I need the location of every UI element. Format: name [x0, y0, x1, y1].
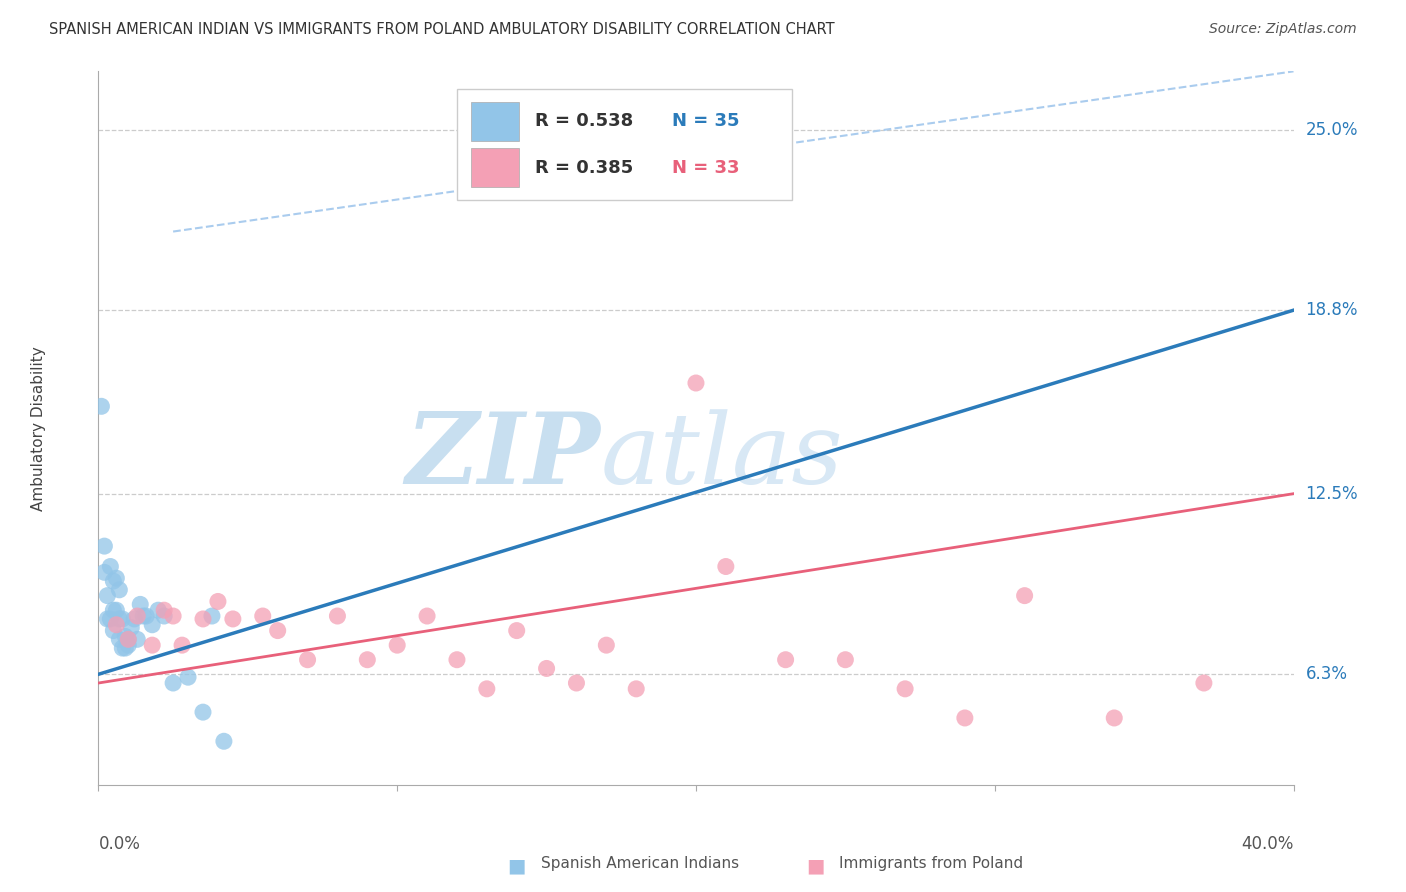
Point	[267, 624, 290, 638]
Text: ■: ■	[806, 856, 825, 875]
Point	[141, 638, 163, 652]
Text: 18.8%: 18.8%	[1306, 301, 1358, 319]
Point	[127, 609, 149, 624]
Text: R = 0.385: R = 0.385	[534, 159, 633, 177]
Point	[953, 711, 976, 725]
Point	[1192, 676, 1215, 690]
Point	[894, 681, 917, 696]
Point	[120, 621, 142, 635]
Text: Source: ZipAtlas.com: Source: ZipAtlas.com	[1209, 22, 1357, 37]
Point	[93, 539, 115, 553]
Point	[153, 603, 176, 617]
Point	[90, 400, 112, 414]
Text: ■: ■	[508, 856, 526, 875]
Point	[626, 681, 648, 696]
Point	[153, 609, 176, 624]
Text: SPANISH AMERICAN INDIAN VS IMMIGRANTS FROM POLAND AMBULATORY DISABILITY CORRELAT: SPANISH AMERICAN INDIAN VS IMMIGRANTS FR…	[49, 22, 835, 37]
Point	[96, 589, 118, 603]
Point	[93, 566, 115, 580]
Point	[834, 653, 856, 667]
Text: R = 0.538: R = 0.538	[534, 112, 633, 130]
Point	[191, 612, 214, 626]
Point	[297, 653, 319, 667]
Point	[117, 638, 139, 652]
Point	[148, 603, 170, 617]
Point	[129, 598, 152, 612]
Point	[117, 632, 139, 647]
Text: Ambulatory Disability: Ambulatory Disability	[31, 346, 46, 510]
Text: Spanish American Indians: Spanish American Indians	[541, 856, 738, 871]
Text: 0.0%: 0.0%	[98, 835, 141, 853]
Point	[117, 632, 139, 647]
Text: N = 35: N = 35	[672, 112, 740, 130]
Point	[446, 653, 468, 667]
Text: 40.0%: 40.0%	[1241, 835, 1294, 853]
FancyBboxPatch shape	[471, 148, 519, 187]
Point	[162, 609, 184, 624]
Point	[108, 612, 131, 626]
FancyBboxPatch shape	[471, 102, 519, 141]
Text: atlas: atlas	[600, 409, 844, 504]
Point	[127, 632, 149, 647]
Point	[111, 612, 134, 626]
Point	[475, 681, 498, 696]
Point	[132, 609, 155, 624]
Point	[114, 629, 136, 643]
Point	[124, 612, 146, 626]
FancyBboxPatch shape	[457, 89, 792, 200]
Point	[385, 638, 409, 652]
Point	[111, 641, 134, 656]
Point	[326, 609, 349, 624]
Text: 6.3%: 6.3%	[1306, 665, 1347, 683]
Point	[108, 582, 131, 597]
Text: N = 33: N = 33	[672, 159, 740, 177]
Point	[506, 624, 529, 638]
Point	[103, 574, 125, 588]
Point	[172, 638, 194, 652]
Point	[98, 559, 122, 574]
Point	[1104, 711, 1126, 725]
Point	[105, 571, 128, 585]
Point	[536, 661, 558, 675]
Point	[114, 641, 136, 656]
Point	[416, 609, 439, 624]
Text: ZIP: ZIP	[405, 409, 600, 505]
Point	[222, 612, 245, 626]
Point	[685, 376, 707, 390]
Point	[141, 617, 163, 632]
Point	[356, 653, 378, 667]
Point	[105, 603, 128, 617]
Point	[201, 609, 224, 624]
Point	[775, 653, 797, 667]
Point	[191, 705, 214, 719]
Point	[135, 609, 157, 624]
Text: Immigrants from Poland: Immigrants from Poland	[839, 856, 1024, 871]
Text: 25.0%: 25.0%	[1306, 120, 1358, 138]
Point	[595, 638, 617, 652]
Point	[162, 676, 184, 690]
Point	[714, 559, 737, 574]
Point	[207, 594, 229, 608]
Point	[177, 670, 200, 684]
Point	[105, 617, 128, 632]
Point	[565, 676, 588, 690]
Point	[252, 609, 274, 624]
Point	[212, 734, 235, 748]
Point	[108, 632, 131, 647]
Point	[96, 612, 118, 626]
Point	[1014, 589, 1036, 603]
Point	[103, 603, 125, 617]
Text: 12.5%: 12.5%	[1306, 484, 1358, 503]
Point	[98, 612, 122, 626]
Point	[103, 624, 125, 638]
